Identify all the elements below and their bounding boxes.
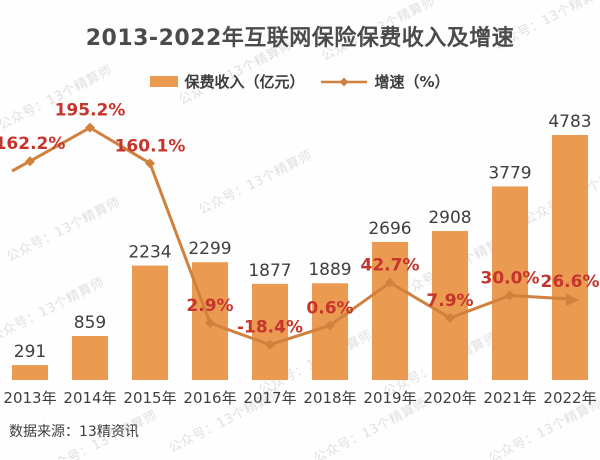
bar-value-label: 2299 [188, 239, 231, 259]
growth-marker [505, 290, 515, 301]
line-arrowhead-icon [566, 293, 579, 306]
growth-rate-label: 160.1% [115, 136, 186, 156]
bar [492, 186, 528, 380]
growth-marker [25, 156, 35, 167]
x-axis-label: 2013年 [3, 389, 56, 407]
bar-swatch-icon [150, 76, 179, 87]
bar [12, 365, 48, 380]
x-axis-label: 2020年 [423, 389, 476, 407]
growth-marker [145, 158, 155, 169]
bar [432, 231, 468, 380]
legend-premium-label: 保费收入（亿元） [184, 73, 305, 91]
growth-marker [385, 277, 395, 288]
growth-marker [325, 320, 335, 331]
growth-marker [85, 122, 95, 133]
bar-value-label: 3779 [488, 163, 531, 183]
x-axis-label: 2015年 [123, 389, 176, 407]
growth-rate-label: -18.4% [237, 318, 303, 338]
legend-item-growth: 增速（%） [320, 71, 450, 92]
growth-marker [265, 339, 275, 350]
bar-value-label: 1877 [248, 261, 291, 281]
bar [372, 241, 408, 380]
growth-rate-label: 30.0% [481, 269, 540, 289]
bar [552, 135, 588, 380]
growth-rate-label: 42.7% [361, 256, 420, 276]
legend-growth-label: 增速（%） [374, 73, 450, 91]
growth-rate-label: 162.2% [0, 134, 65, 154]
bar [132, 265, 168, 380]
x-axis-label: 2014年 [63, 389, 116, 407]
source-note: 数据来源：13精资讯 [9, 424, 139, 440]
bar [72, 335, 108, 380]
bar-value-label: 4783 [548, 112, 591, 132]
growth-marker [205, 318, 215, 329]
bar-value-label: 2908 [428, 208, 471, 228]
growth-rate-label: 2.9% [186, 296, 233, 316]
bar-value-label: 2696 [368, 219, 411, 239]
growth-rate-label: 195.2% [55, 101, 126, 121]
x-axis-label: 2019年 [363, 389, 416, 407]
growth-rate-label: 26.6% [541, 272, 600, 292]
growth-rate-label: 7.9% [426, 291, 473, 311]
x-axis-label: 2017年 [243, 389, 296, 407]
chart-title: 2013-2022年互联网保险保费收入及增速 [85, 26, 515, 51]
legend: 保费收入（亿元） 增速（%） [0, 71, 600, 92]
growth-marker [445, 312, 455, 323]
x-axis-label: 2022年 [543, 389, 596, 407]
bar-value-label: 1889 [308, 260, 351, 280]
bar-value-label: 2234 [128, 243, 171, 263]
bar-value-label: 859 [74, 313, 106, 333]
line-swatch-icon [320, 76, 368, 88]
x-axis-label: 2016年 [183, 389, 236, 407]
bar-value-label: 291 [14, 342, 46, 362]
bar [312, 283, 348, 380]
growth-rate-label: 0.6% [306, 298, 353, 318]
x-axis-label: 2021年 [483, 389, 536, 407]
bar [252, 283, 288, 380]
legend-item-premium: 保费收入（亿元） [150, 71, 304, 92]
x-axis-label: 2018年 [303, 389, 356, 407]
